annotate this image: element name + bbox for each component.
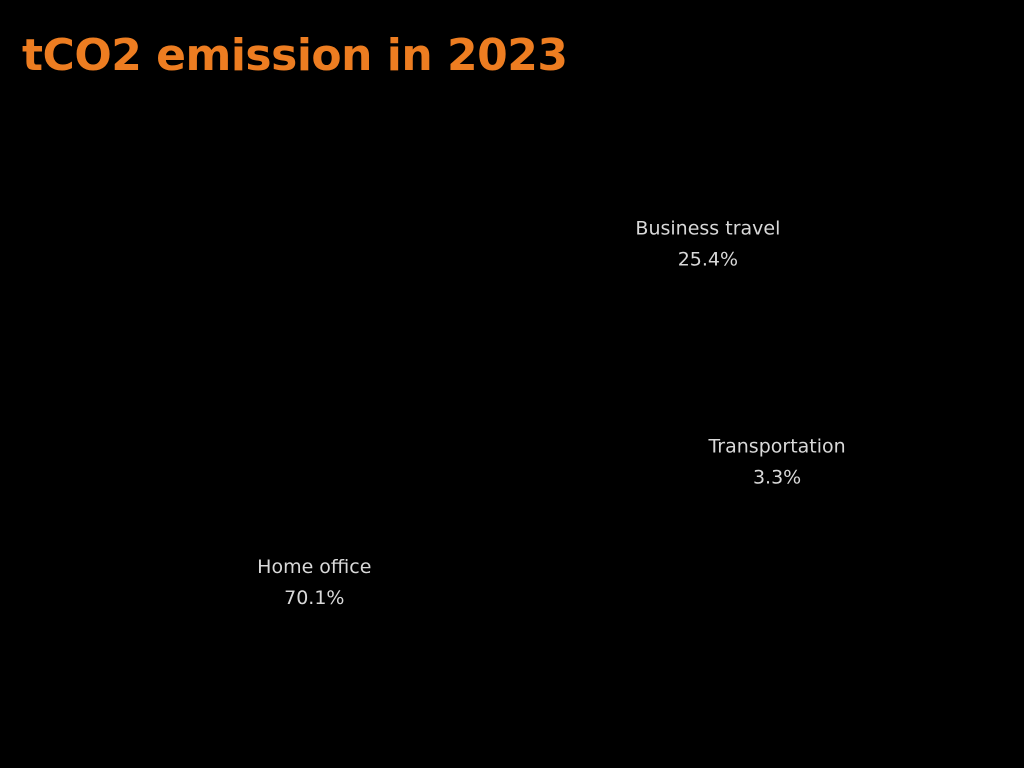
pie-slice-label-business-travel: Business travel 25.4% [635, 217, 780, 270]
chart-title: tCO2 emission in 2023 [22, 30, 568, 81]
slice-category-label: Business travel [635, 217, 780, 239]
slice-percent-label: 3.3% [753, 467, 801, 489]
slice-category-label: Transportation [707, 436, 845, 458]
data-labels: Business travel 25.4% Transportation 3.3% Ho… [257, 217, 846, 609]
pie-slice-label-home-office: Home office 70.1% [257, 556, 371, 609]
slice-category-label: Home office [257, 556, 371, 578]
pie-slice-label-transportation: Transportation 3.3% [707, 436, 845, 489]
slice-percent-label: 25.4% [678, 248, 738, 270]
slice-percent-label: 70.1% [284, 587, 344, 609]
